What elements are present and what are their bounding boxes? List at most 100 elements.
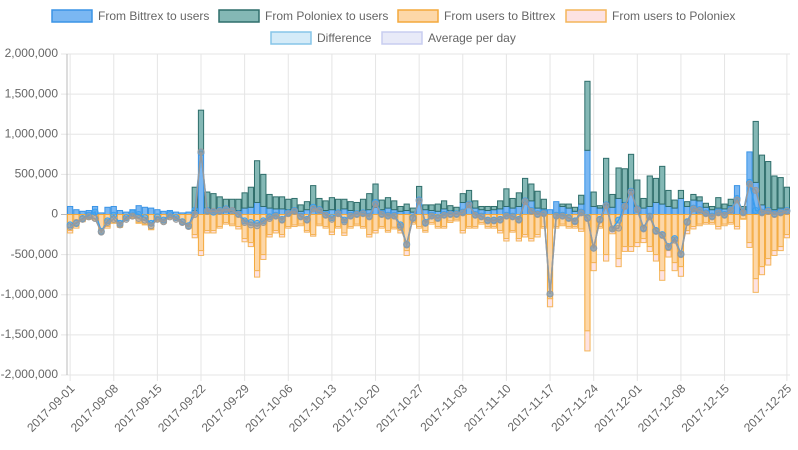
bar (197, 151, 205, 215)
bar (715, 226, 722, 230)
bar (347, 201, 354, 211)
point (633, 206, 641, 214)
bar (515, 192, 522, 207)
x-tick-label: 2017-12-15 (679, 381, 733, 435)
bar (278, 234, 286, 238)
point (278, 216, 286, 224)
bar (696, 223, 703, 227)
bar (316, 223, 323, 227)
bar (391, 200, 398, 211)
bar (285, 198, 292, 211)
bar (453, 218, 460, 222)
bar (310, 185, 317, 207)
bar (478, 205, 485, 211)
point (290, 207, 298, 215)
bar (771, 250, 778, 256)
point (160, 218, 168, 226)
bar (341, 208, 348, 216)
bar (484, 226, 491, 229)
bar (652, 254, 660, 262)
bar (590, 262, 597, 272)
bar (521, 234, 529, 238)
bar (752, 120, 759, 183)
point (527, 207, 535, 215)
bar (191, 234, 198, 239)
point (396, 223, 404, 231)
point (577, 209, 585, 217)
bar (665, 189, 672, 207)
point (783, 207, 791, 215)
point (608, 225, 616, 233)
bar (497, 208, 504, 216)
point (571, 218, 579, 226)
bar (596, 226, 604, 229)
bar (266, 234, 273, 238)
bar (291, 214, 298, 226)
bar (247, 186, 254, 208)
bar (627, 246, 635, 252)
point (334, 210, 342, 218)
bar (285, 226, 292, 229)
bar (621, 168, 628, 203)
bar (197, 214, 205, 252)
legend-swatch (397, 9, 439, 23)
point (453, 211, 461, 218)
point (353, 211, 361, 218)
bar (384, 230, 392, 233)
bar (627, 214, 635, 248)
bar (777, 214, 784, 248)
bar (677, 197, 685, 215)
bar (310, 214, 317, 236)
legend-swatch (565, 9, 607, 23)
point (658, 231, 666, 239)
bar (534, 234, 541, 238)
point (596, 216, 604, 224)
bar (646, 246, 653, 252)
bar (752, 214, 759, 280)
bar (484, 205, 491, 211)
bar (241, 207, 248, 216)
bar (615, 258, 622, 268)
bar (216, 226, 223, 229)
bar (253, 201, 261, 215)
point (104, 219, 112, 227)
bar (297, 204, 304, 212)
bar (621, 246, 628, 252)
bar (665, 205, 672, 216)
point (97, 228, 105, 236)
point (141, 216, 149, 224)
bar (733, 214, 741, 228)
bar (702, 222, 709, 225)
bar (428, 222, 435, 225)
bar (272, 230, 279, 234)
bar (659, 270, 666, 281)
bar (584, 330, 591, 352)
point (66, 223, 74, 231)
bar (528, 183, 535, 202)
legend-label: From users to Poloniex (612, 9, 735, 23)
bar (141, 223, 149, 226)
point (509, 213, 517, 221)
bar (416, 214, 423, 228)
point (421, 219, 429, 227)
bar (303, 201, 311, 211)
bar (690, 226, 697, 230)
bar (652, 201, 660, 215)
point (266, 215, 274, 223)
bar (341, 198, 348, 210)
bar (584, 80, 591, 151)
bar (303, 230, 311, 233)
bar (509, 197, 516, 209)
point (328, 215, 336, 223)
point (565, 215, 573, 223)
point (477, 213, 485, 221)
bar (521, 214, 529, 236)
bar (66, 205, 74, 216)
point (166, 213, 174, 221)
point (403, 241, 411, 249)
bar (758, 266, 766, 276)
bar (746, 214, 753, 244)
bar (260, 173, 267, 207)
y-tick-label: -1,000,000 (1, 287, 59, 301)
bar (303, 209, 311, 215)
